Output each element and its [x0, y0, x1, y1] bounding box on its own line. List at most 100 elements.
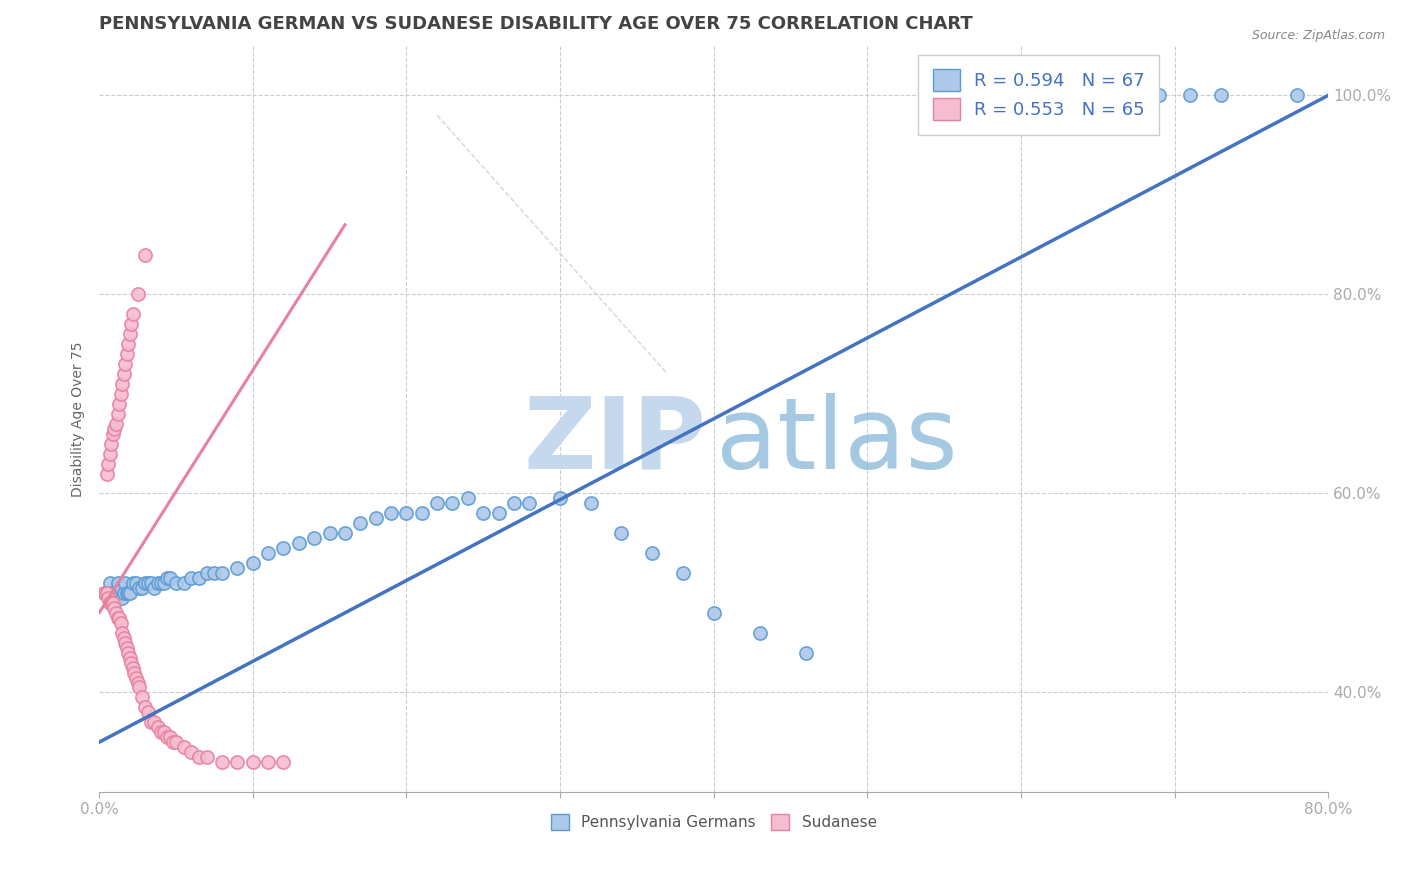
Point — [380, 506, 402, 520]
Point — [302, 531, 325, 545]
Point — [105, 586, 128, 600]
Point — [364, 511, 387, 525]
Point — [136, 576, 159, 591]
Point — [333, 526, 356, 541]
Point — [108, 586, 131, 600]
Point — [288, 536, 311, 550]
Point — [101, 426, 124, 441]
Point — [152, 576, 174, 591]
Point — [111, 376, 134, 391]
Point — [103, 422, 125, 436]
Point — [118, 327, 141, 342]
Point — [579, 496, 602, 510]
Point — [107, 407, 129, 421]
Point — [112, 586, 135, 600]
Point — [457, 491, 479, 506]
Point — [122, 307, 145, 321]
Point — [97, 457, 120, 471]
Point — [1178, 88, 1201, 103]
Point — [188, 750, 211, 764]
Point — [146, 576, 169, 591]
Point — [103, 600, 125, 615]
Point — [441, 496, 464, 510]
Point — [98, 596, 121, 610]
Point — [115, 586, 138, 600]
Point — [141, 715, 163, 730]
Point — [159, 730, 181, 744]
Point — [134, 700, 156, 714]
Point — [100, 436, 122, 450]
Point — [120, 656, 142, 670]
Point — [136, 706, 159, 720]
Point — [114, 357, 136, 371]
Point — [1209, 88, 1232, 103]
Point — [127, 675, 149, 690]
Point — [162, 735, 184, 749]
Point — [226, 561, 249, 575]
Point — [517, 496, 540, 510]
Point — [149, 576, 172, 591]
Point — [794, 646, 817, 660]
Point — [100, 586, 122, 600]
Point — [143, 715, 166, 730]
Point — [105, 417, 128, 431]
Point — [173, 576, 195, 591]
Point — [114, 576, 136, 591]
Point — [111, 625, 134, 640]
Point — [273, 755, 295, 769]
Point — [125, 576, 148, 591]
Point — [641, 546, 664, 560]
Point — [548, 491, 571, 506]
Point — [96, 586, 118, 600]
Point — [96, 586, 118, 600]
Point — [143, 581, 166, 595]
Point — [93, 586, 115, 600]
Point — [118, 650, 141, 665]
Point — [488, 506, 510, 520]
Point — [117, 586, 139, 600]
Point — [672, 566, 695, 580]
Point — [173, 740, 195, 755]
Point — [703, 606, 725, 620]
Point — [101, 591, 124, 605]
Point — [110, 615, 132, 630]
Point — [748, 625, 770, 640]
Point — [107, 611, 129, 625]
Point — [122, 660, 145, 674]
Legend: Pennsylvania Germans, Sudanese: Pennsylvania Germans, Sudanese — [544, 808, 883, 837]
Point — [188, 571, 211, 585]
Point — [195, 750, 218, 764]
Point — [273, 541, 295, 556]
Point — [101, 596, 124, 610]
Point — [146, 720, 169, 734]
Point — [195, 566, 218, 580]
Point — [318, 526, 340, 541]
Text: PENNSYLVANIA GERMAN VS SUDANESE DISABILITY AGE OVER 75 CORRELATION CHART: PENNSYLVANIA GERMAN VS SUDANESE DISABILI… — [100, 15, 973, 33]
Text: atlas: atlas — [716, 392, 957, 490]
Point — [152, 725, 174, 739]
Point — [156, 730, 179, 744]
Point — [117, 337, 139, 351]
Point — [134, 247, 156, 261]
Point — [349, 516, 371, 531]
Point — [112, 367, 135, 381]
Point — [117, 646, 139, 660]
Point — [211, 566, 233, 580]
Point — [180, 745, 202, 759]
Point — [426, 496, 449, 510]
Point — [120, 318, 142, 332]
Point — [610, 526, 633, 541]
Point — [110, 387, 132, 401]
Point — [111, 591, 134, 605]
Point — [97, 591, 120, 605]
Point — [211, 755, 233, 769]
Point — [159, 571, 181, 585]
Point — [242, 755, 264, 769]
Point — [1147, 88, 1170, 103]
Point — [103, 586, 125, 600]
Point — [122, 576, 145, 591]
Point — [257, 755, 280, 769]
Point — [94, 586, 117, 600]
Point — [110, 581, 132, 595]
Point — [115, 640, 138, 655]
